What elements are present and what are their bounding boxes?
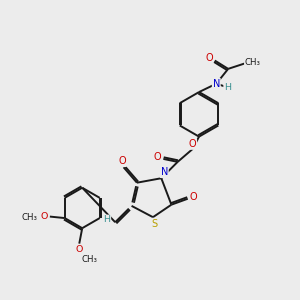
Text: N: N [160, 167, 168, 177]
Text: CH₃: CH₃ [21, 213, 37, 222]
Text: O: O [76, 245, 83, 254]
Text: O: O [189, 139, 196, 149]
Text: N: N [213, 79, 220, 89]
Text: S: S [152, 219, 158, 229]
Text: CH₃: CH₃ [245, 58, 261, 67]
Text: O: O [41, 212, 48, 221]
Text: O: O [205, 52, 213, 63]
Text: CH₃: CH₃ [82, 255, 98, 264]
Text: H: H [103, 215, 110, 224]
Text: O: O [118, 156, 126, 166]
Text: H: H [224, 83, 231, 92]
Text: O: O [154, 152, 161, 162]
Text: O: O [190, 192, 197, 202]
